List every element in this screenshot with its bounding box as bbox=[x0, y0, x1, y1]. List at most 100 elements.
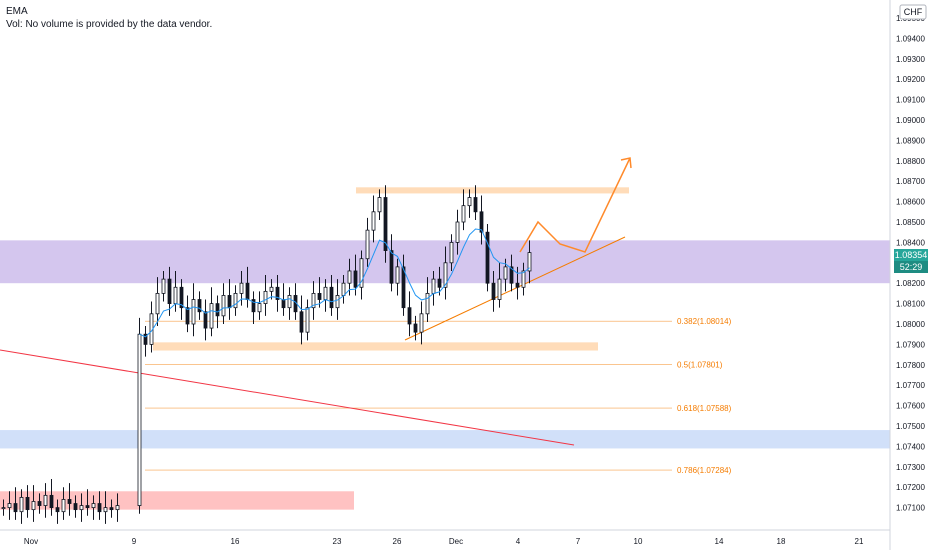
candle-body bbox=[437, 278, 442, 288]
time-tick-label: 14 bbox=[715, 537, 724, 546]
candle-body bbox=[299, 311, 304, 333]
candle-body bbox=[341, 282, 346, 296]
chart-legend: EMA Vol: No volume is provided by the da… bbox=[6, 5, 212, 31]
price-tick-label: 1.08100 bbox=[896, 300, 925, 309]
candle-body bbox=[55, 507, 60, 513]
candle-body bbox=[61, 499, 66, 513]
price-tick-label: 1.07700 bbox=[896, 381, 925, 390]
candle-body bbox=[85, 505, 90, 508]
zone-red bbox=[0, 491, 354, 510]
time-tick-label: 16 bbox=[231, 537, 240, 546]
candle-body bbox=[97, 503, 102, 513]
candle-body bbox=[209, 303, 214, 329]
candle-body bbox=[479, 211, 484, 233]
time-tick-label: 10 bbox=[634, 537, 643, 546]
candle-body bbox=[461, 205, 466, 223]
fibonacci-layer: 0.382(1.08014) 0.5(1.07801) 0.618(1.07588)… bbox=[145, 317, 732, 475]
candle-body bbox=[329, 286, 334, 309]
ema-layer bbox=[139, 228, 530, 338]
candle-body bbox=[515, 282, 520, 288]
candle-body bbox=[287, 295, 292, 309]
candle-body bbox=[185, 307, 190, 325]
price-tick-label: 1.07100 bbox=[896, 504, 925, 513]
candle-body bbox=[221, 295, 226, 317]
candle-body bbox=[215, 303, 220, 317]
price-tick-label: 1.08900 bbox=[896, 136, 925, 145]
candle-body bbox=[497, 278, 502, 300]
candle-body bbox=[161, 278, 166, 294]
fib-label: 0.382(1.08014) bbox=[677, 317, 732, 326]
candle-body bbox=[43, 494, 48, 506]
candle-body bbox=[269, 286, 274, 292]
candle-body bbox=[109, 507, 114, 511]
time-tick-label: 26 bbox=[393, 537, 402, 546]
zone-orange bbox=[356, 187, 629, 194]
time-tick-label: 21 bbox=[855, 537, 864, 546]
price-tick-label: 1.09000 bbox=[896, 116, 925, 125]
currency-button-label: CHF bbox=[904, 7, 923, 17]
price-tick-label: 1.08700 bbox=[896, 177, 925, 186]
time-tick-label: 18 bbox=[777, 537, 786, 546]
price-tick-label: 1.07500 bbox=[896, 422, 925, 431]
currency-button[interactable] bbox=[899, 4, 927, 20]
candle-body bbox=[431, 278, 436, 294]
candle-body bbox=[49, 494, 54, 508]
candle-body bbox=[473, 197, 478, 213]
price-tick-label: 1.08500 bbox=[896, 218, 925, 227]
candle-body bbox=[281, 299, 286, 309]
candle-body bbox=[407, 307, 412, 325]
candle-body bbox=[425, 292, 430, 315]
candles-layer bbox=[1, 185, 532, 524]
candle-body bbox=[179, 286, 184, 309]
candle-body bbox=[443, 262, 448, 288]
fib-label: 0.5(1.07801) bbox=[677, 361, 723, 370]
candle-body bbox=[19, 496, 24, 513]
candle-body bbox=[377, 197, 382, 213]
last-price-label: 1.08354 bbox=[894, 250, 928, 260]
candle-body bbox=[167, 278, 172, 304]
countdown-label: 52:29 bbox=[894, 261, 928, 273]
candle-body bbox=[73, 503, 78, 511]
indicator-name[interactable]: EMA bbox=[6, 6, 28, 17]
price-axis[interactable]: 1.095001.094001.093001.092001.091001.090… bbox=[896, 14, 925, 513]
projection-path bbox=[519, 157, 631, 253]
candle-body bbox=[173, 286, 178, 304]
zone-orange bbox=[153, 342, 598, 351]
candle-body bbox=[137, 333, 142, 506]
candle-body bbox=[467, 197, 472, 207]
price-tick-label: 1.08400 bbox=[896, 238, 925, 247]
candle-body bbox=[13, 503, 18, 513]
candle-body bbox=[503, 266, 508, 280]
candle-body bbox=[347, 270, 352, 284]
price-tick-label: 1.08000 bbox=[896, 320, 925, 329]
price-tick-label: 1.07400 bbox=[896, 442, 925, 451]
candle-body bbox=[91, 503, 96, 508]
price-tick-label: 1.09200 bbox=[896, 75, 925, 84]
candle-body bbox=[67, 499, 72, 504]
time-axis[interactable]: Nov 9 16 23 26 Dec 4 7 10 14 18 21 bbox=[24, 537, 864, 546]
candle-body bbox=[305, 307, 310, 333]
candle-body bbox=[239, 282, 244, 294]
candle-body bbox=[395, 266, 400, 284]
candle-body bbox=[191, 299, 196, 325]
drawings-layer bbox=[0, 236, 626, 446]
candle-body bbox=[227, 295, 232, 309]
last-price-tag: 1.08354 52:29 bbox=[894, 249, 928, 273]
price-tick-label: 1.07900 bbox=[896, 340, 925, 349]
red-trendline bbox=[0, 349, 575, 446]
candle-body bbox=[323, 286, 328, 300]
candle-body bbox=[275, 286, 280, 300]
candle-body bbox=[203, 311, 208, 329]
price-tick-label: 1.07800 bbox=[896, 361, 925, 370]
time-tick-label: 7 bbox=[576, 537, 581, 546]
price-tick-label: 1.09300 bbox=[896, 55, 925, 64]
candle-body bbox=[103, 507, 108, 513]
candle-body bbox=[401, 266, 406, 309]
candle-body bbox=[509, 266, 514, 284]
candle-body bbox=[353, 270, 358, 288]
ema-line bbox=[139, 228, 530, 338]
candle-body bbox=[263, 290, 268, 304]
candle-body bbox=[1, 507, 6, 510]
time-tick-label: Nov bbox=[24, 537, 38, 546]
